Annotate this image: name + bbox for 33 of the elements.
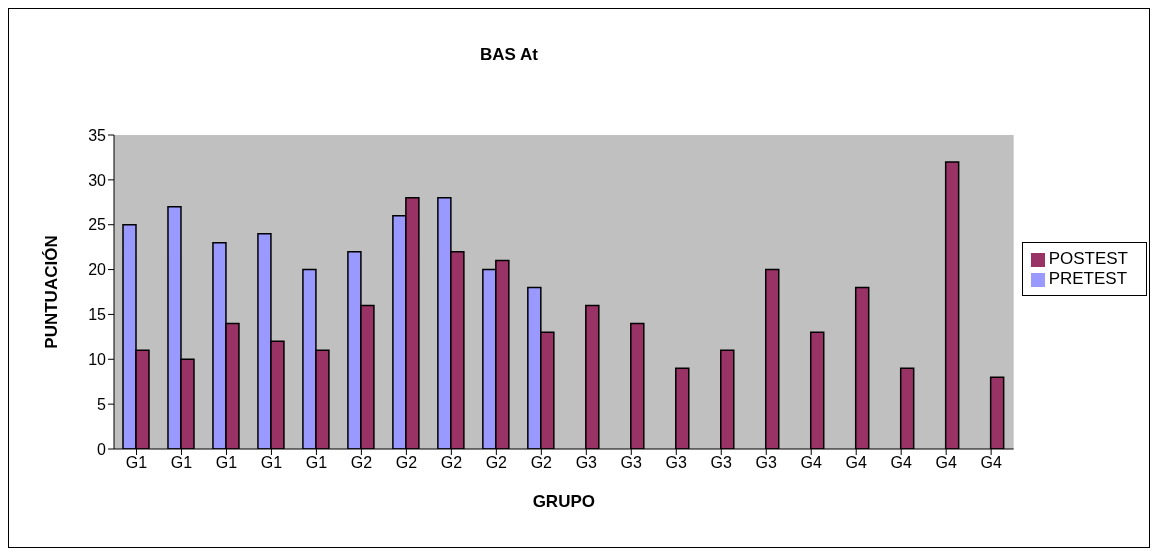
- x-tick-label: G2: [440, 454, 463, 472]
- y-tick-label: 5: [97, 395, 107, 413]
- x-tick-label: G3: [665, 454, 688, 472]
- y-tick-label: 10: [88, 350, 107, 368]
- legend-label: POSTEST: [1048, 249, 1128, 268]
- x-tick-label: G2: [530, 454, 553, 472]
- y-tick-label: 30: [88, 171, 107, 189]
- x-tick-label: G4: [845, 454, 867, 472]
- x-tick-label: G4: [980, 454, 1002, 472]
- x-tick-label: G2: [485, 454, 508, 472]
- x-tick-label: G4: [890, 454, 912, 472]
- y-tick-label: 25: [88, 216, 107, 234]
- x-tick-label: G2: [395, 454, 418, 472]
- x-tick-label: G2: [350, 454, 373, 472]
- x-tick-label: G1: [260, 454, 283, 472]
- x-tick-label: G1: [170, 454, 193, 472]
- x-tick-label: G1: [215, 454, 238, 472]
- y-tick-label: 15: [88, 306, 107, 324]
- y-tick-label: 0: [97, 440, 107, 458]
- y-axis-title: PUNTUACIÓN: [42, 235, 62, 349]
- x-tick-label: G3: [620, 454, 643, 472]
- x-tick-label: G4: [935, 454, 957, 472]
- chart-title: BAS At: [479, 45, 539, 65]
- x-tick-label: G1: [305, 454, 328, 472]
- x-axis-title: GRUPO: [532, 492, 595, 511]
- x-tick-label: G1: [125, 454, 148, 472]
- x-tick-label: G3: [755, 454, 778, 472]
- x-tick-label: G3: [575, 454, 598, 472]
- x-tick-label: G4: [800, 454, 822, 472]
- y-tick-label: 20: [88, 261, 107, 279]
- legend-label: PRETEST: [1048, 269, 1128, 288]
- x-tick-label: G3: [710, 454, 733, 472]
- y-tick-label: 35: [88, 126, 107, 144]
